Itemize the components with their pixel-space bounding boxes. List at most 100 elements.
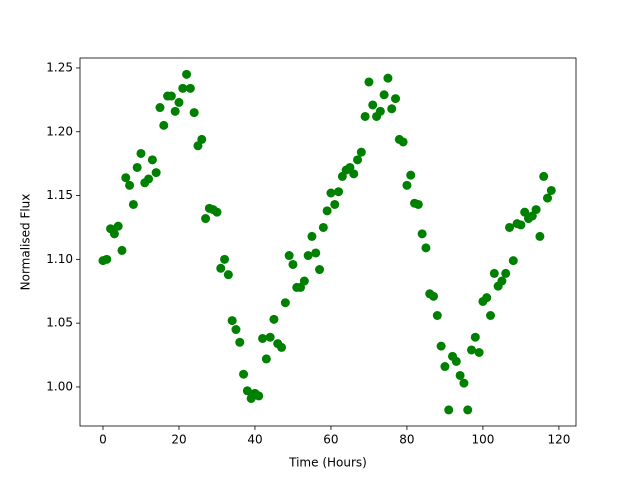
- point: [311, 248, 321, 258]
- point: [261, 354, 271, 364]
- x-axis-label: Time (Hours): [288, 456, 367, 470]
- point: [463, 405, 473, 415]
- point: [398, 137, 408, 147]
- y-tick-label: 1.00: [46, 379, 73, 393]
- point: [159, 120, 169, 130]
- x-tick-label: 40: [247, 433, 262, 447]
- point: [516, 220, 526, 230]
- point: [318, 222, 328, 232]
- point: [455, 370, 465, 380]
- point: [227, 316, 237, 326]
- point: [387, 104, 397, 114]
- point: [543, 193, 553, 203]
- point: [356, 147, 366, 157]
- point: [474, 348, 484, 358]
- x-tick-label: 60: [323, 433, 338, 447]
- y-tick-label: 1.05: [46, 316, 73, 330]
- point: [535, 231, 545, 241]
- point: [212, 207, 222, 217]
- point: [379, 90, 389, 100]
- x-tick-label: 0: [99, 433, 107, 447]
- point: [113, 221, 123, 231]
- point: [482, 293, 492, 303]
- point: [147, 155, 157, 165]
- x-tick-label: 120: [547, 433, 570, 447]
- point: [144, 174, 154, 184]
- point: [185, 83, 195, 93]
- point: [539, 171, 549, 181]
- y-axis-label: Normalised Flux: [19, 194, 33, 291]
- point: [136, 148, 146, 158]
- point: [421, 243, 431, 253]
- point: [531, 205, 541, 215]
- point: [417, 229, 427, 239]
- point: [360, 111, 370, 121]
- point: [459, 378, 469, 388]
- point: [178, 83, 188, 93]
- plot-frame: [79, 57, 577, 427]
- point: [497, 276, 507, 286]
- point: [239, 369, 249, 379]
- point: [155, 103, 165, 113]
- x-tick-label: 20: [171, 433, 186, 447]
- point: [307, 231, 317, 241]
- point: [383, 73, 393, 83]
- point: [223, 270, 233, 280]
- point: [436, 341, 446, 351]
- point: [125, 180, 135, 190]
- y-tick-label: 1.15: [46, 188, 73, 202]
- point: [505, 222, 515, 232]
- point: [322, 206, 332, 216]
- point: [174, 97, 184, 107]
- point: [265, 332, 275, 342]
- point: [235, 337, 245, 347]
- point: [299, 276, 309, 286]
- point: [413, 199, 423, 209]
- point: [444, 405, 454, 415]
- point: [489, 268, 499, 278]
- point: [102, 254, 112, 264]
- point: [486, 310, 496, 320]
- point: [432, 310, 442, 320]
- point: [121, 173, 131, 183]
- point: [284, 251, 294, 261]
- point: [501, 268, 511, 278]
- point: [334, 187, 344, 197]
- x-tick-label: 100: [471, 433, 494, 447]
- point: [231, 325, 241, 335]
- point: [117, 245, 127, 255]
- point: [182, 69, 192, 79]
- y-tick-label: 1.25: [46, 60, 73, 74]
- point: [391, 94, 401, 104]
- point: [353, 155, 363, 165]
- point: [303, 251, 313, 261]
- point: [258, 333, 268, 343]
- point: [269, 314, 279, 324]
- point: [277, 342, 287, 352]
- point: [330, 199, 340, 209]
- point: [451, 356, 461, 366]
- point: [402, 180, 412, 190]
- point: [326, 188, 336, 198]
- point: [109, 229, 119, 239]
- point: [201, 214, 211, 224]
- point: [242, 386, 252, 396]
- point: [288, 259, 298, 269]
- point: [189, 108, 199, 118]
- point: [546, 185, 556, 195]
- point: [132, 162, 142, 172]
- point: [216, 263, 226, 273]
- point: [375, 106, 385, 116]
- point: [151, 168, 161, 178]
- point: [470, 332, 480, 342]
- point: [349, 169, 359, 179]
- point: [315, 265, 325, 275]
- point: [197, 134, 207, 144]
- point: [170, 106, 180, 116]
- point: [364, 77, 374, 87]
- point: [368, 100, 378, 110]
- point: [508, 256, 518, 266]
- point: [467, 345, 477, 355]
